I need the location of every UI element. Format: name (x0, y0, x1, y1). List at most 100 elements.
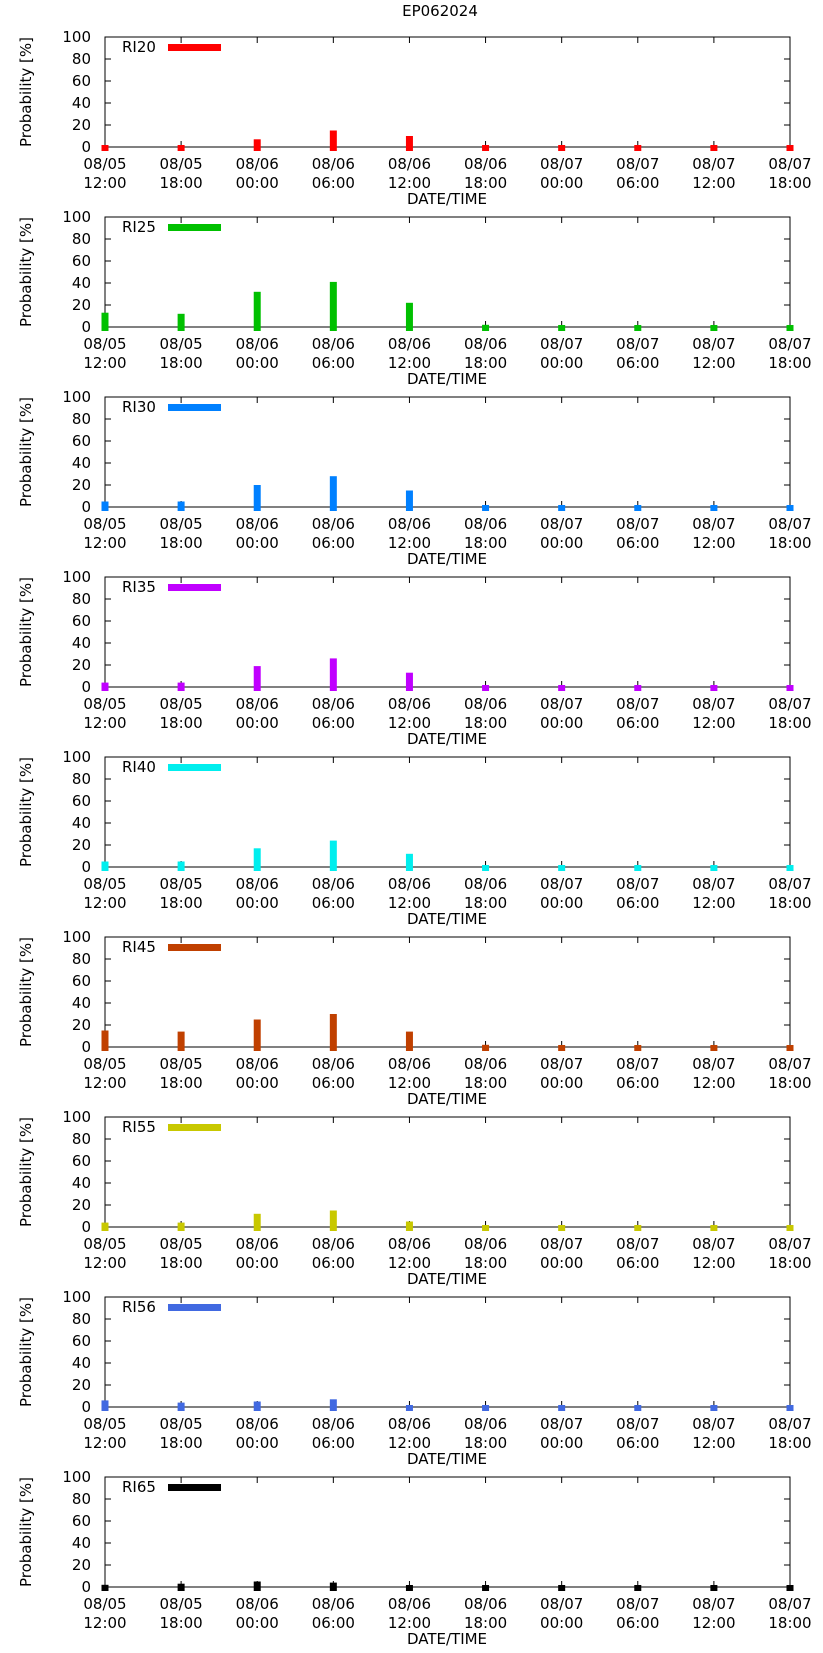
x-tick-label-date: 08/07 (616, 875, 659, 893)
y-axis-label: Probability [%] (17, 757, 35, 867)
y-axis-label: Probability [%] (17, 937, 35, 1047)
legend-label: RI30 (122, 398, 156, 416)
y-tick-label: 80 (72, 590, 91, 608)
bar (786, 325, 794, 331)
legend-label: RI20 (122, 38, 156, 56)
bar (101, 1030, 109, 1051)
y-tick-label: 100 (62, 1468, 91, 1486)
x-tick-label-date: 08/06 (388, 1235, 431, 1253)
x-tick-label-time: 00:00 (540, 354, 583, 372)
x-tick-label-time: 12:00 (388, 1074, 431, 1092)
x-tick-label-date: 08/06 (236, 1595, 279, 1613)
y-tick-label: 0 (81, 1038, 91, 1056)
y-tick-label: 20 (72, 116, 91, 134)
bar (177, 313, 185, 331)
x-tick-label-time: 00:00 (236, 174, 279, 192)
x-tick-label-date: 08/07 (768, 1235, 811, 1253)
x-tick-label-date: 08/06 (312, 515, 355, 533)
x-tick-label-time: 18:00 (159, 1434, 202, 1452)
bar (405, 136, 413, 151)
x-tick-label-date: 08/06 (236, 515, 279, 533)
bar (253, 1401, 261, 1411)
x-tick-label-date: 08/07 (768, 335, 811, 353)
y-tick-label: 100 (62, 208, 91, 226)
x-tick-label-date: 08/05 (159, 335, 202, 353)
x-tick-label-time: 00:00 (540, 1254, 583, 1272)
bar (329, 658, 337, 691)
y-tick-label: 60 (72, 1152, 91, 1170)
bar (101, 1584, 109, 1591)
x-tick-label-time: 18:00 (768, 1254, 811, 1272)
x-tick-label-date: 08/06 (388, 875, 431, 893)
legend-label: RI45 (122, 938, 156, 956)
bar (786, 1585, 794, 1591)
x-tick-label-time: 12:00 (388, 894, 431, 912)
bar (558, 1585, 566, 1591)
x-tick-label-date: 08/05 (159, 1055, 202, 1073)
bar (482, 685, 490, 691)
x-tick-label-date: 08/07 (768, 155, 811, 173)
x-tick-label-date: 08/07 (540, 1235, 583, 1253)
bar (177, 1402, 185, 1411)
bar (558, 1225, 566, 1231)
bar (101, 861, 109, 871)
x-tick-label-time: 12:00 (388, 534, 431, 552)
x-tick-label-time: 00:00 (236, 1074, 279, 1092)
x-tick-label-date: 08/06 (464, 1055, 507, 1073)
x-tick-label-date: 08/05 (83, 875, 126, 893)
bar (482, 865, 490, 871)
y-tick-label: 40 (72, 1534, 91, 1552)
x-tick-label-time: 06:00 (312, 1614, 355, 1632)
x-tick-label-date: 08/06 (312, 1415, 355, 1433)
x-tick-label-time: 12:00 (388, 1434, 431, 1452)
bar (482, 1405, 490, 1411)
x-tick-label-date: 08/07 (692, 1235, 735, 1253)
x-axis-label: DATE/TIME (407, 730, 487, 748)
y-tick-label: 80 (72, 770, 91, 788)
legend-swatch (168, 1484, 221, 1491)
x-tick-label-time: 00:00 (236, 534, 279, 552)
x-tick-label-date: 08/07 (616, 515, 659, 533)
bar (253, 1581, 261, 1591)
y-tick-label: 0 (81, 1578, 91, 1596)
bar (634, 1045, 642, 1051)
x-tick-label-date: 08/07 (692, 155, 735, 173)
x-tick-label-time: 12:00 (83, 1614, 126, 1632)
x-tick-label-date: 08/07 (616, 1055, 659, 1073)
x-tick-label-time: 06:00 (616, 1434, 659, 1452)
y-tick-label: 80 (72, 1490, 91, 1508)
y-tick-label: 60 (72, 432, 91, 450)
bar (177, 1031, 185, 1051)
y-tick-label: 20 (72, 1196, 91, 1214)
x-tick-label-date: 08/06 (388, 335, 431, 353)
bar (710, 1045, 718, 1051)
x-tick-label-time: 06:00 (616, 534, 659, 552)
bar (634, 1225, 642, 1231)
y-tick-label: 80 (72, 410, 91, 428)
bar (253, 1213, 261, 1231)
x-tick-label-time: 06:00 (616, 894, 659, 912)
x-tick-label-time: 18:00 (159, 354, 202, 372)
x-tick-label-date: 08/06 (312, 1055, 355, 1073)
x-tick-label-date: 08/07 (540, 155, 583, 173)
bar (634, 505, 642, 511)
bar (710, 1405, 718, 1411)
bar (634, 1405, 642, 1411)
bar (329, 1399, 337, 1411)
bar (329, 281, 337, 331)
bar (253, 848, 261, 871)
x-tick-label-time: 18:00 (464, 1614, 507, 1632)
x-tick-label-time: 00:00 (236, 1254, 279, 1272)
x-tick-label-time: 12:00 (83, 1074, 126, 1092)
y-tick-label: 60 (72, 252, 91, 270)
x-tick-label-date: 08/06 (312, 875, 355, 893)
x-axis-label: DATE/TIME (407, 190, 487, 208)
x-tick-label-date: 08/06 (388, 155, 431, 173)
bar (405, 490, 413, 511)
x-tick-label-date: 08/06 (464, 155, 507, 173)
y-tick-label: 60 (72, 1512, 91, 1530)
